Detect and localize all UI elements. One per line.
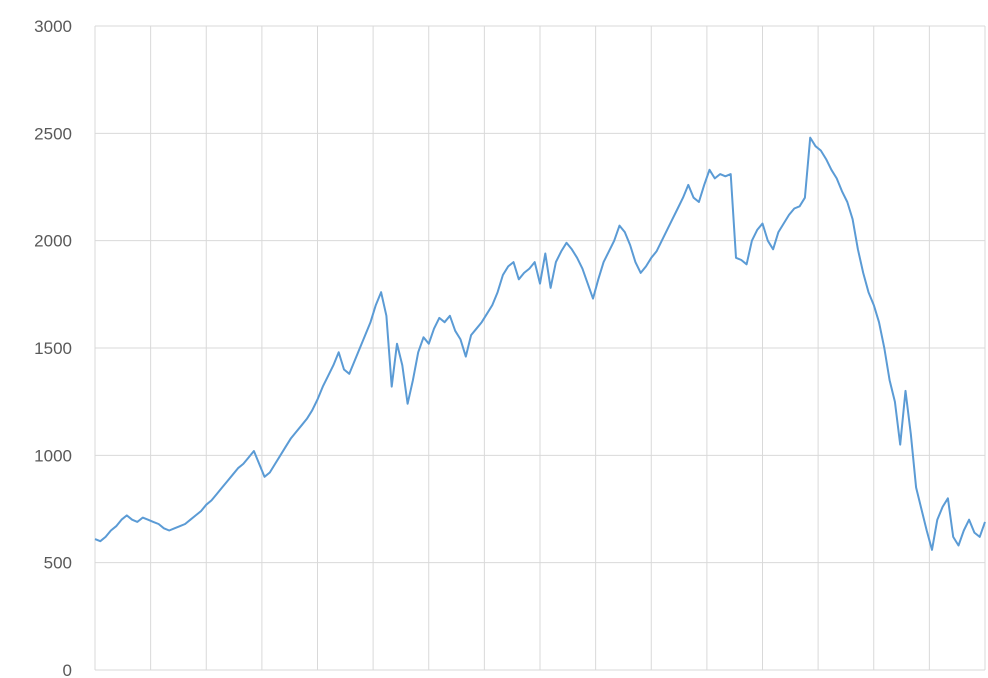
series-line: [94, 136, 986, 551]
y-tick-label: 0: [63, 661, 72, 678]
series-layer: [94, 136, 986, 551]
y-tick-label: 1000: [34, 446, 72, 465]
y-tick-label: 2000: [34, 232, 72, 251]
y-tick-label: 1500: [34, 339, 72, 358]
y-tick-label: 2500: [34, 124, 72, 143]
y-axis-tick-labels: 0 500 1000 1500 2000 2500 3000: [34, 17, 72, 678]
y-gridlines: [95, 25, 985, 671]
y-tick-label: 500: [44, 554, 72, 573]
y-tick-label: 3000: [34, 17, 72, 36]
